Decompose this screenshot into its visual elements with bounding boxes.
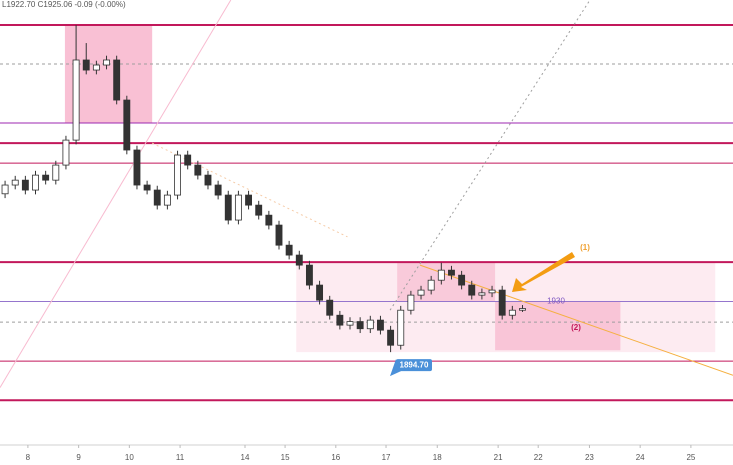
candle-body [72,59,80,141]
candle-body [305,264,313,286]
low-label-box [396,359,432,372]
x-tick-label: 8 [26,453,31,462]
trend-line [0,0,232,388]
arrow [512,252,575,292]
candle-body [143,184,151,191]
candle-body [377,319,384,331]
candle-body [234,194,242,221]
zone [495,301,621,351]
candle-body [103,59,110,66]
candle-body [285,244,293,256]
candle-body [1,184,9,195]
candle-body [417,289,425,296]
candle-body [407,294,415,311]
candle-body [448,269,455,276]
candle-body [163,194,171,206]
candle-body [458,274,466,286]
x-tick-label: 24 [636,453,645,462]
candle-body [92,64,100,71]
candle-body [214,184,222,196]
candle-body [133,149,141,186]
x-tick-label: 9 [76,453,81,462]
candle-body [174,154,181,196]
candle-body [123,99,131,151]
x-tick-label: 22 [534,453,543,462]
candle-body [153,189,161,206]
x-tick-label: 23 [585,453,594,462]
candle-body [336,314,344,326]
candle-body [245,194,253,206]
level-label: 1930 [547,297,565,306]
low-label-pointer [390,359,401,377]
candle-body [397,309,405,346]
candle-body [437,269,445,281]
x-tick-label: 14 [241,453,250,462]
candle-body [275,224,283,246]
annotation: (1) [580,243,590,252]
low-label: 1894.70 [400,361,429,370]
candle-body [62,139,70,166]
candle-body [32,174,39,191]
candle-body [255,204,263,216]
x-tick-label: 10 [125,453,134,462]
candle-body [204,174,212,186]
candle-body [21,179,29,191]
candle-body [356,321,364,330]
plot: 1930 (1) (2) 1894.70 [0,0,733,402]
candle-body [326,299,334,316]
candle-body [366,319,374,330]
candle-body [387,329,395,346]
x-tick-label: 18 [433,453,442,462]
zone [296,262,716,353]
candle-body [508,309,516,316]
candle-body [468,284,476,296]
candle-body [184,154,192,166]
candle-body [113,59,121,101]
candle-body [11,179,19,186]
candle-body [346,321,354,326]
x-tick-label: 15 [281,453,290,462]
trend-line [389,0,591,311]
candle-body [82,59,90,71]
header: L1922.70 C1925.06 -0.09 (-0.00%) [2,0,126,9]
candle-body [427,279,435,291]
candle-body [265,214,273,226]
x-tick-label: 11 [176,453,185,462]
x-tick-label: 16 [331,453,340,462]
candle-body [316,284,324,301]
candle-body [224,194,232,221]
candle-body [194,164,202,176]
x-tick-label: 25 [686,453,695,462]
candle-body [295,254,303,266]
candle-body [42,174,50,181]
x-tick-label: 17 [382,453,391,462]
candle-body [488,289,496,294]
candle-body [498,289,506,316]
candle-body [52,164,60,181]
x-tick-label: 21 [494,453,503,462]
annotation: (2) [571,323,581,332]
candle-body [519,308,526,311]
candle-body [478,292,486,296]
